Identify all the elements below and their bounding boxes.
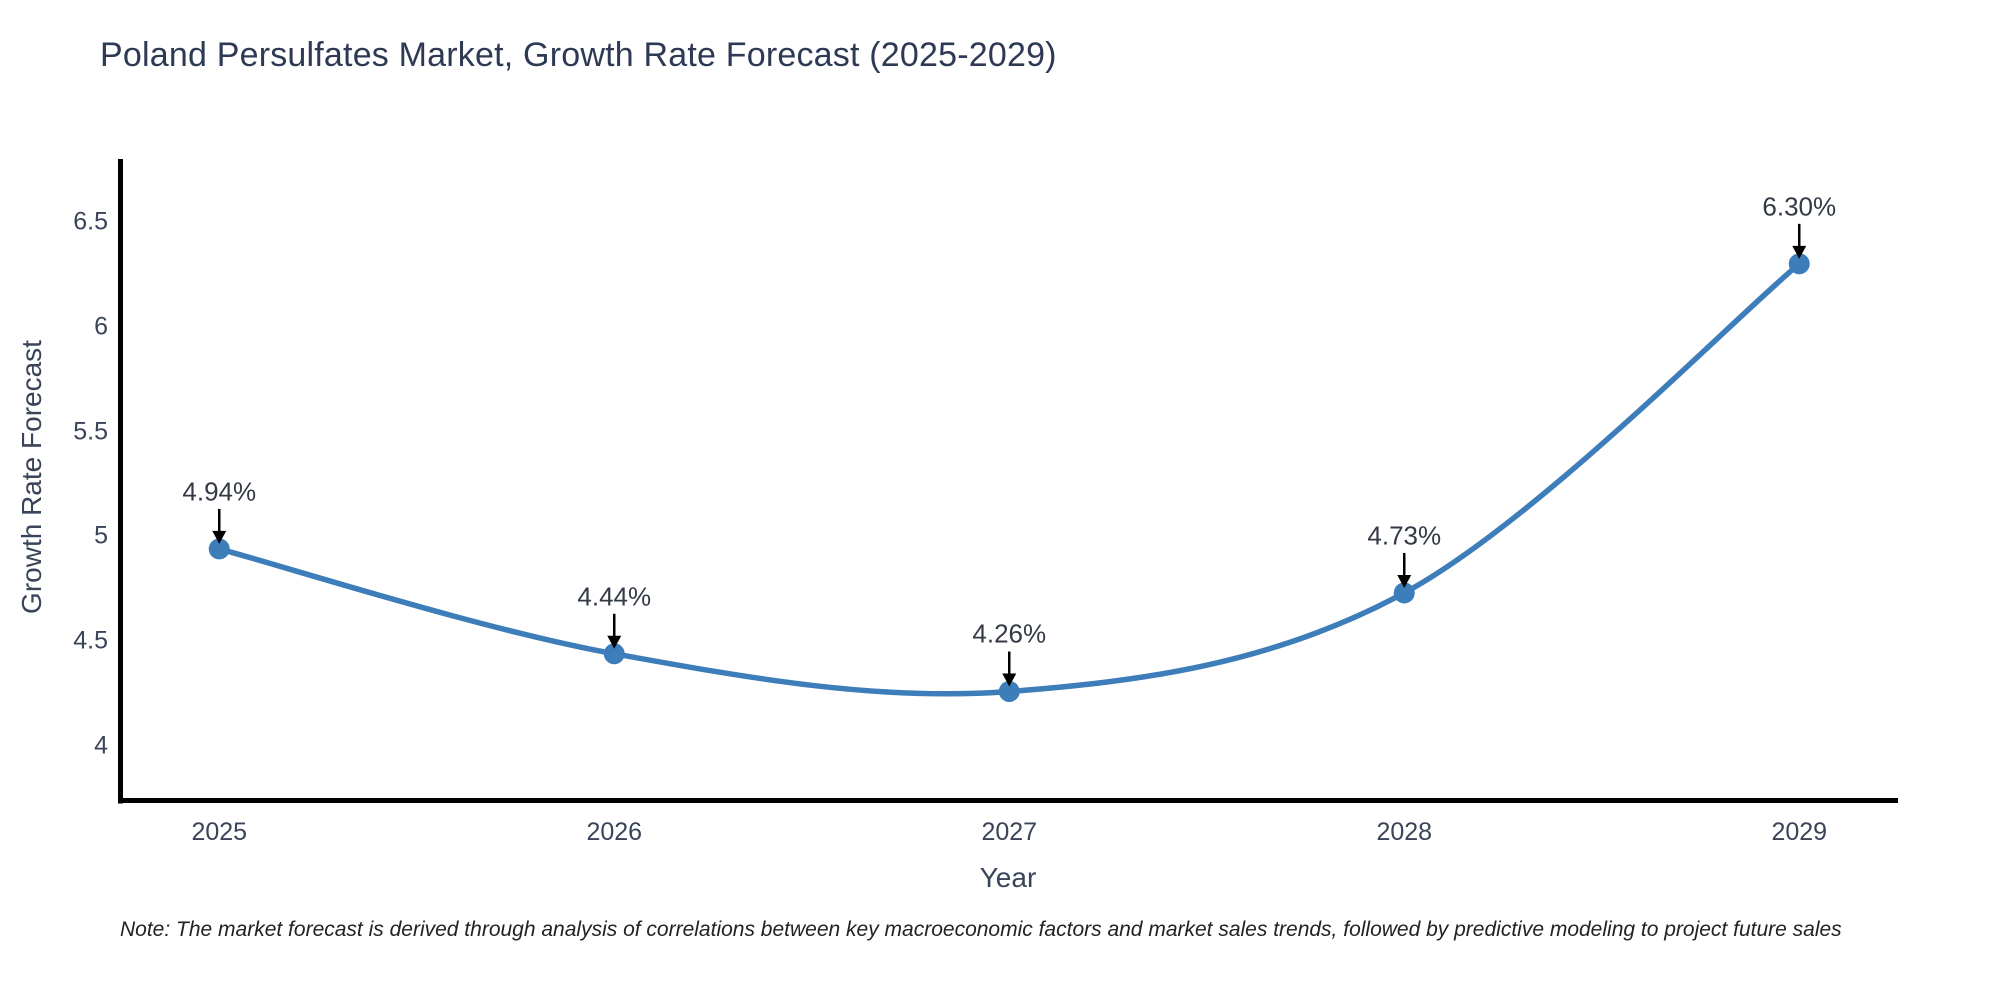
data-point-marker <box>603 643 625 665</box>
y-tick-label: 4 <box>94 731 108 760</box>
y-tick-label: 6.5 <box>73 207 108 236</box>
data-point-marker <box>998 680 1020 702</box>
x-axis-title: Year <box>979 862 1037 893</box>
y-tick-label: 6 <box>94 312 108 341</box>
point-annotation: 4.94% <box>182 476 257 507</box>
footnote: Note: The market forecast is derived thr… <box>120 918 1842 941</box>
data-point-marker <box>208 538 230 560</box>
y-axis-spine <box>118 159 123 804</box>
point-annotation: 6.30% <box>1762 191 1837 222</box>
annotation-arrow-head <box>607 635 622 649</box>
x-tick-label: 2028 <box>1376 818 1433 846</box>
x-tick-label: 2027 <box>981 818 1038 846</box>
point-annotation: 4.44% <box>577 581 652 612</box>
annotation-arrow-head <box>212 530 227 544</box>
x-tick-label: 2026 <box>586 818 643 846</box>
data-point-marker <box>1788 253 1810 275</box>
data-point-marker <box>1393 582 1415 604</box>
y-tick-label: 5 <box>94 521 108 550</box>
annotation-arrow-head <box>1792 245 1807 259</box>
point-annotation: 4.73% <box>1367 520 1442 551</box>
chart-title: Poland Persulfates Market, Growth Rate F… <box>100 36 1057 74</box>
annotation-arrow-head <box>1002 673 1017 687</box>
x-tick-label: 2029 <box>1771 818 1828 846</box>
y-tick-label: 4.5 <box>73 626 108 655</box>
point-annotation: 4.26% <box>972 618 1047 649</box>
y-tick-label: 5.5 <box>73 417 108 446</box>
x-tick-label: 2025 <box>191 818 248 846</box>
annotation-arrow-head <box>1397 574 1412 588</box>
x-axis-spine <box>118 798 1898 803</box>
